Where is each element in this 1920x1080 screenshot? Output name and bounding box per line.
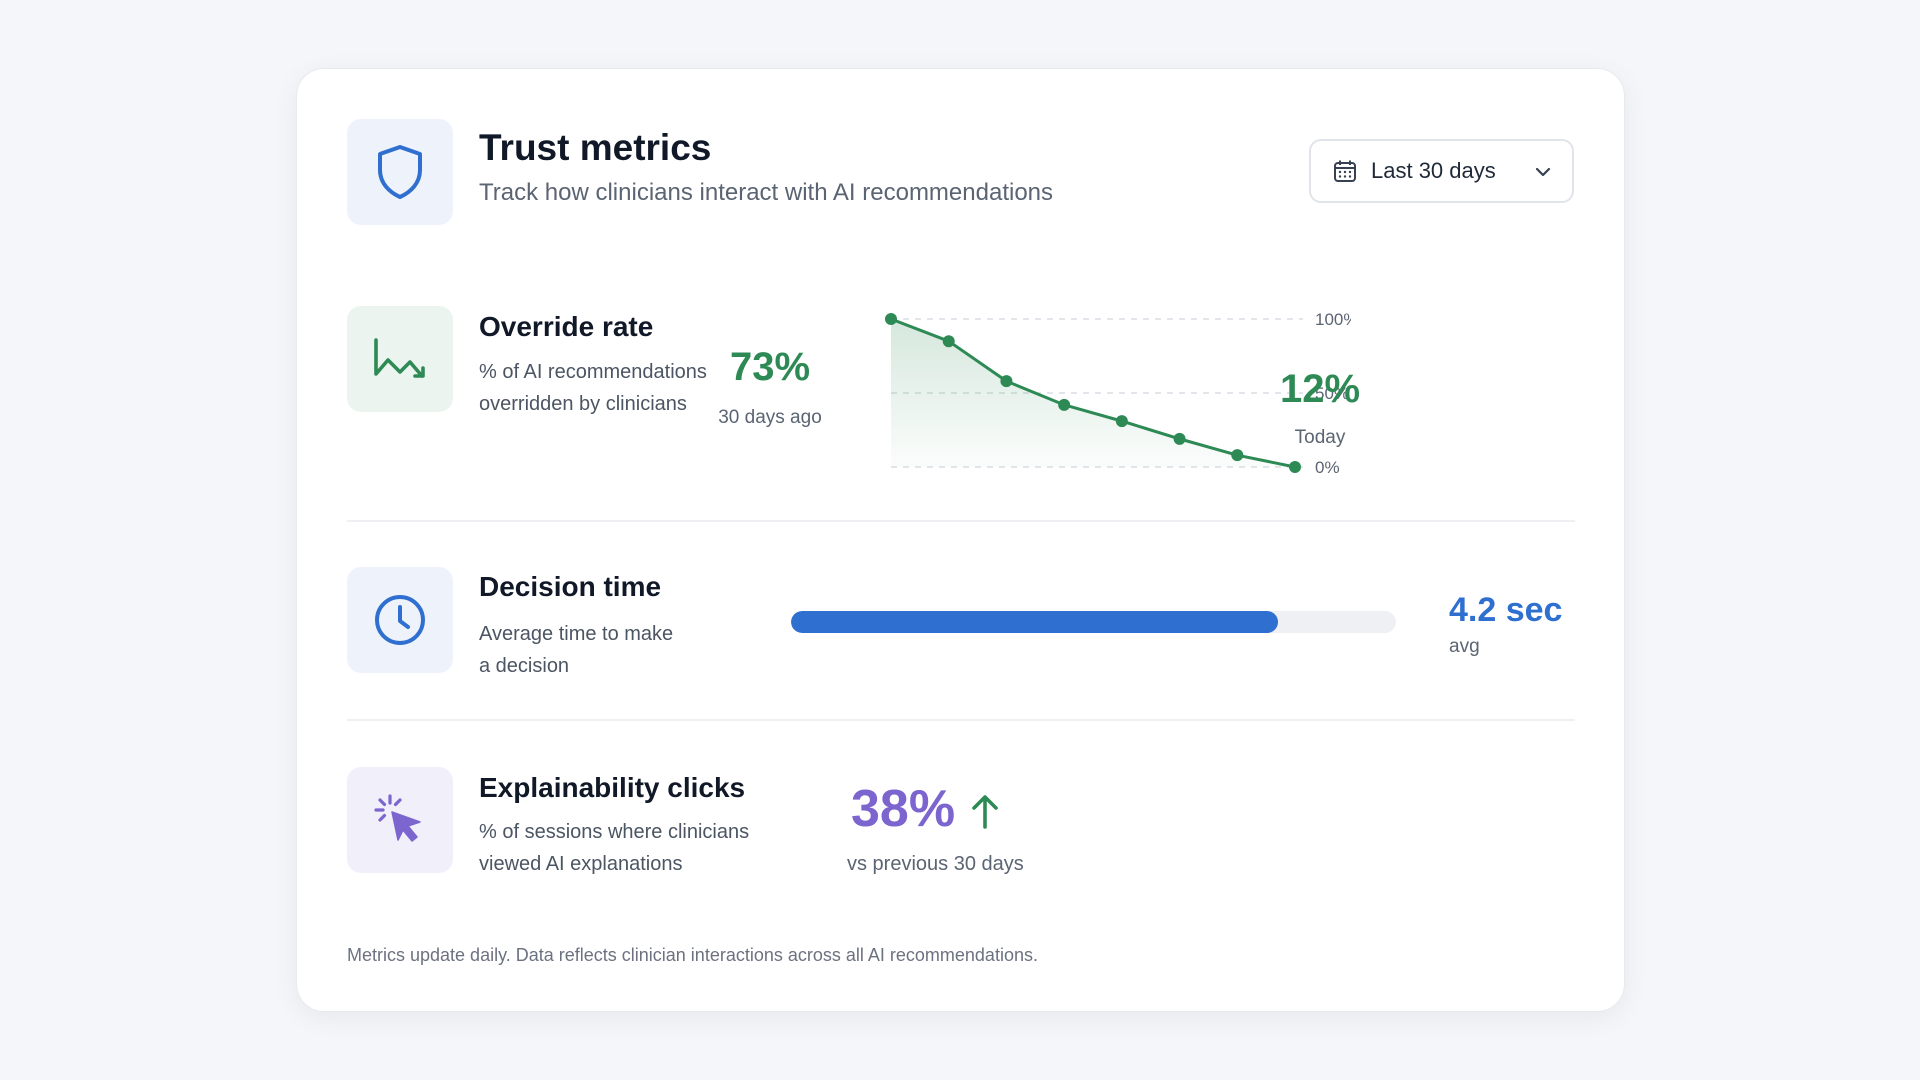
decision-progress-track — [791, 611, 1396, 633]
clock-icon — [375, 595, 425, 645]
decision-value-label: avg — [1449, 636, 1480, 657]
override-title: Override rate — [479, 311, 654, 342]
cursor-click-icon — [374, 794, 421, 842]
decision-progress-fill — [791, 611, 1279, 633]
chart-point — [1058, 398, 1071, 411]
explain-desc-line2: viewed AI explanations — [479, 853, 683, 875]
chart-point — [942, 335, 955, 348]
trend-tile — [347, 306, 453, 412]
override-start-label: 30 days ago — [718, 407, 822, 428]
explain-value-label: vs previous 30 days — [847, 853, 1024, 875]
chart-point — [1173, 432, 1186, 445]
override-start-value: 73% — [729, 345, 811, 389]
shield-icon-tile — [347, 119, 453, 225]
chart-ytick-label: 0% — [1315, 458, 1340, 477]
clock-tile — [347, 567, 453, 673]
date-range-dropdown[interactable]: Last 30 days — [1309, 139, 1574, 203]
arrow-up-icon — [972, 795, 998, 829]
override-desc-line2: overridden by clinicians — [479, 393, 687, 415]
explain-title: Explainability clicks — [479, 772, 746, 803]
chart-point — [1115, 415, 1128, 428]
chart-point — [1000, 375, 1013, 388]
trend-down-icon — [374, 338, 425, 378]
cursor-tile — [347, 767, 453, 873]
decision-value: 4.2 sec — [1449, 591, 1563, 629]
chart-area — [891, 319, 1295, 467]
section-divider — [347, 719, 1575, 721]
override-line-chart: 100% 50% 0% — [885, 310, 1351, 477]
calendar-icon — [1334, 160, 1356, 182]
decision-desc-line2: a decision — [479, 655, 570, 677]
chart-ytick-label: 100% — [1315, 310, 1351, 329]
chart-series-line — [890, 317, 1296, 469]
footer-note: Metrics update daily. Data reflects clin… — [347, 945, 1038, 965]
override-end-value: 12% — [1279, 367, 1361, 411]
chart-point — [1231, 449, 1244, 462]
explain-value: 38% — [851, 780, 956, 838]
section-divider — [347, 520, 1575, 522]
chart-point — [885, 313, 897, 325]
trust-metrics-card: Trust metrics Track how clinicians inter… — [296, 68, 1625, 1012]
override-end-label: Today — [1294, 427, 1346, 448]
shield-icon — [378, 145, 422, 199]
date-range-label: Last 30 days — [1371, 158, 1496, 183]
chart-point — [1289, 461, 1301, 473]
decision-desc-line1: Average time to make — [479, 623, 674, 645]
page-title: Trust metrics — [479, 127, 712, 168]
chevron-down-icon — [1535, 167, 1551, 177]
override-desc-line1: % of AI recommendations — [479, 361, 707, 383]
chart-ytick-label: 50% — [1315, 384, 1349, 403]
explain-desc-line1: % of sessions where clinicians — [479, 821, 750, 843]
page-subtitle: Track how clinicians interact with AI re… — [479, 179, 1054, 206]
decision-title: Decision time — [479, 571, 662, 602]
